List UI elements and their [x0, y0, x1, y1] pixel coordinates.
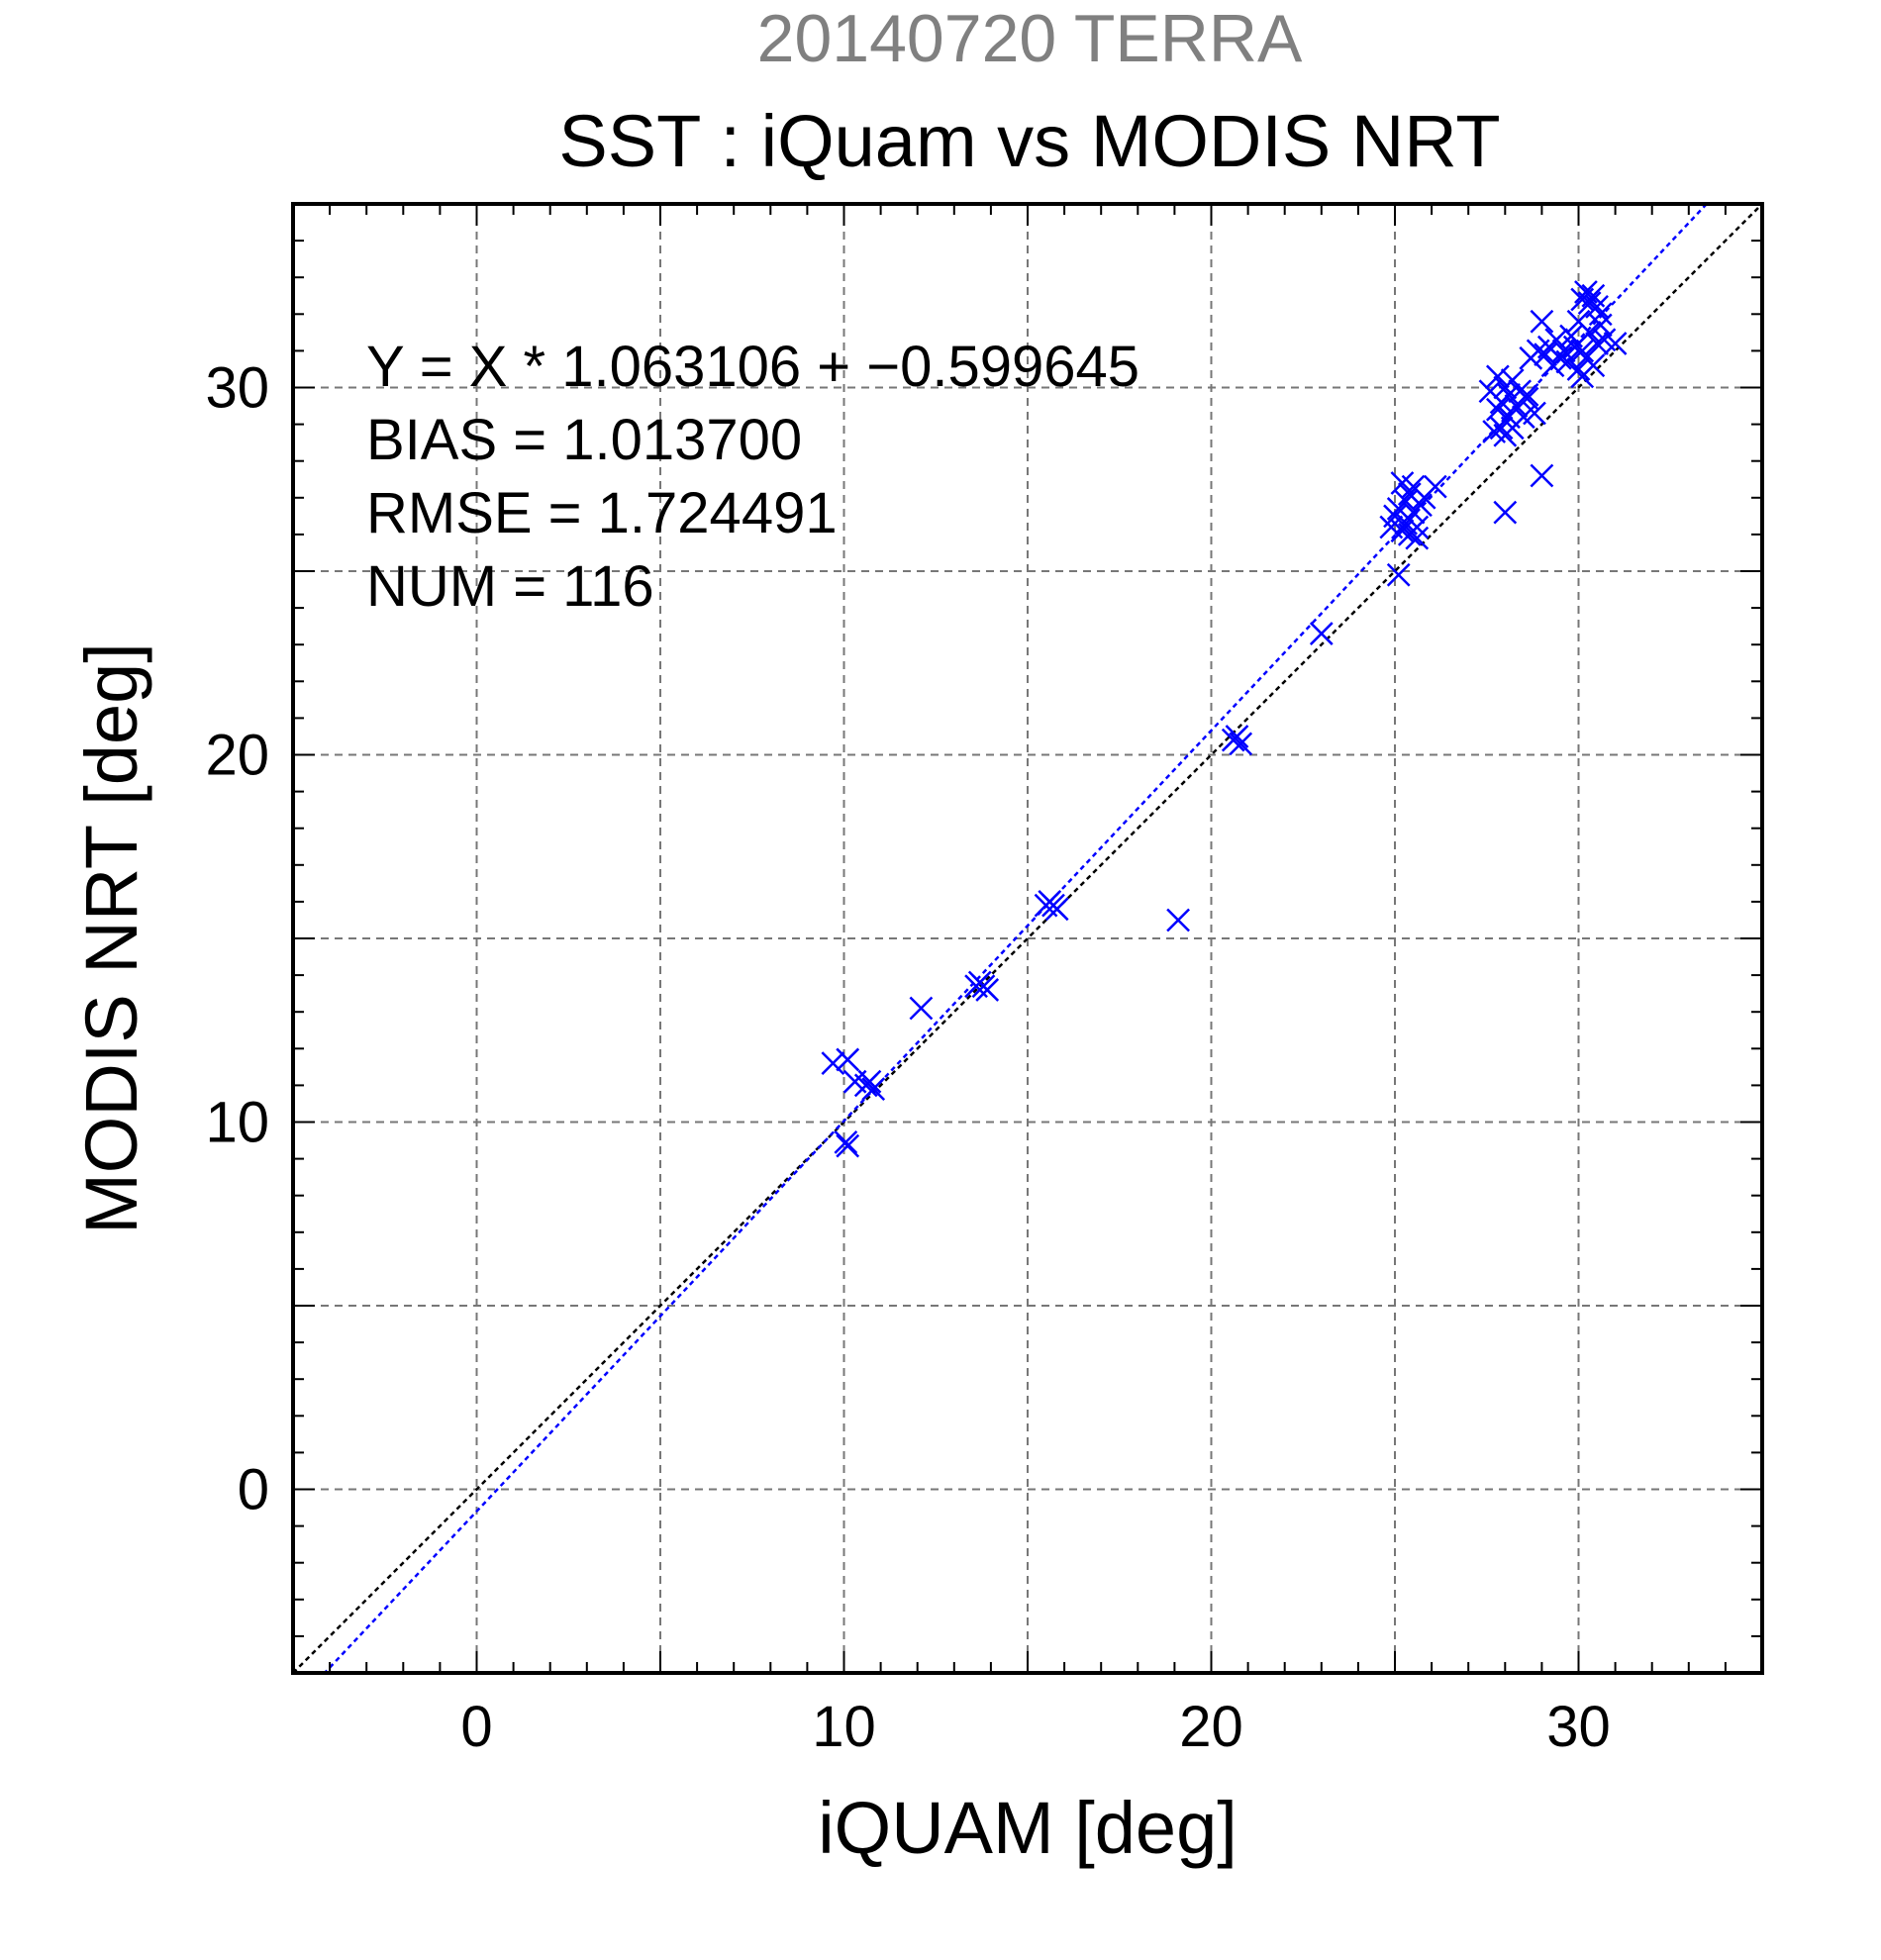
data-point: [1566, 357, 1591, 381]
y-tick-label: 0: [238, 1458, 269, 1522]
data-point: [1515, 386, 1539, 411]
x-tick-label: 30: [1546, 1695, 1611, 1759]
data-point: [1588, 313, 1613, 338]
x-tick-label: 20: [1179, 1695, 1243, 1759]
annotation-fit-equation: Y = X * 1.063106 + −0.599645: [366, 335, 1139, 399]
data-point: [1309, 622, 1334, 645]
data-point: [1588, 302, 1613, 327]
data-point: [1229, 732, 1253, 756]
data-point: [909, 996, 934, 1021]
data-point: [1423, 474, 1447, 499]
data-point: [1390, 519, 1415, 543]
data-point: [1544, 328, 1569, 352]
data-point: [1489, 416, 1514, 441]
plot-frame: [291, 202, 1764, 1675]
data-points: [821, 280, 1628, 1158]
annotation-bias: BIAS = 1.013700: [366, 408, 802, 472]
data-point: [1585, 294, 1609, 319]
data-point: [971, 974, 996, 999]
data-point: [1515, 383, 1539, 407]
one-to-one-line: [293, 204, 1762, 1673]
data-point: [1570, 364, 1595, 389]
data-point: [1530, 309, 1554, 334]
data-point: [861, 1077, 886, 1101]
data-point: [1485, 397, 1510, 422]
tick-labels: 0 10 20 30 0 10 20 30: [205, 356, 1610, 1760]
y-tick-label: 10: [205, 1091, 269, 1155]
data-point: [1493, 500, 1518, 525]
data-point: [1409, 493, 1433, 518]
data-point: [1485, 364, 1510, 389]
chart-title: SST : iQuam vs MODIS NRT: [558, 100, 1500, 182]
data-point: [1166, 908, 1190, 932]
data-point: [836, 1047, 860, 1072]
data-point: [1548, 345, 1572, 370]
annotation-rmse: RMSE = 1.724491: [366, 481, 838, 545]
data-point: [1405, 526, 1430, 550]
data-point: [857, 1069, 882, 1094]
x-tick-label: 0: [460, 1695, 492, 1759]
grid: [293, 204, 1762, 1673]
data-point: [1041, 893, 1065, 918]
data-point: [834, 1130, 858, 1154]
y-tick-label: 20: [205, 724, 269, 788]
data-point: [1386, 562, 1411, 587]
data-point: [821, 1051, 845, 1076]
chart-suptitle: 20140720 TERRA: [757, 1, 1303, 76]
data-point: [1534, 343, 1557, 366]
data-point: [836, 1133, 860, 1158]
data-point: [1523, 401, 1546, 426]
data-point: [1394, 489, 1419, 514]
fit-statistics: Y = X * 1.063106 + −0.599645 BIAS = 1.01…: [366, 335, 1139, 619]
data-point: [1577, 320, 1602, 344]
data-point: [1603, 332, 1628, 355]
data-point: [1530, 463, 1554, 488]
annotation-num: NUM = 116: [366, 554, 654, 619]
data-point: [1585, 332, 1609, 355]
data-point: [1383, 504, 1407, 529]
x-tick-label: 10: [812, 1695, 876, 1759]
data-point: [1570, 339, 1595, 363]
y-axis-label: MODIS NRT [deg]: [70, 642, 152, 1234]
data-point: [1405, 515, 1430, 539]
data-point: [1225, 725, 1249, 748]
x-axis-label: iQUAM [deg]: [818, 1787, 1238, 1869]
y-tick-label: 30: [205, 356, 269, 421]
